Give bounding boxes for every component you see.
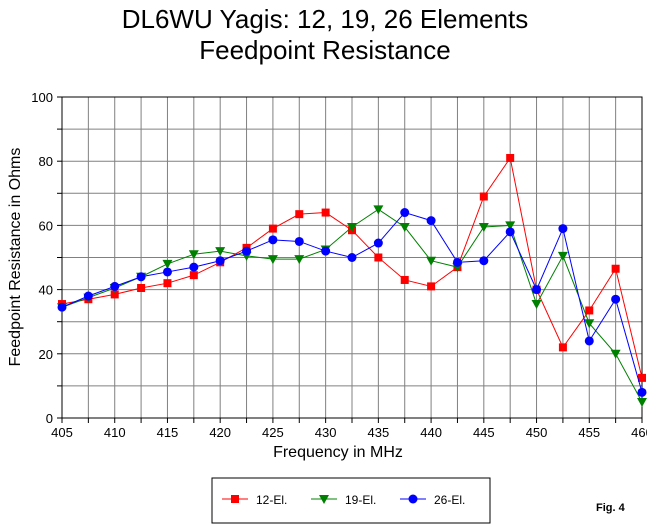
data-point-26-el <box>268 235 278 245</box>
series-26-el <box>57 208 647 397</box>
data-point-12-el <box>268 224 277 233</box>
legend-item-19-el: 19-El. <box>311 493 376 507</box>
data-point-19-el <box>426 256 437 266</box>
y-tick-label: 0 <box>46 411 53 426</box>
data-point-12-el <box>189 271 198 280</box>
data-point-19-el <box>347 223 357 233</box>
data-point-19-el <box>557 251 568 261</box>
data-point-19-el <box>373 205 384 215</box>
legend-marker <box>319 495 329 504</box>
y-axis-label: Feedpoint Resistance in Ohms <box>7 148 24 367</box>
data-point-26-el <box>57 302 67 312</box>
data-point-12-el <box>558 343 567 352</box>
data-point-26-el <box>321 246 331 256</box>
data-point-26-el <box>611 294 621 304</box>
x-tick-label: 460 <box>631 425 647 440</box>
x-tick-labels: 405 410 415 420 425 430 435 440 445 450 455 460 <box>51 425 647 440</box>
x-tick-label: 430 <box>315 425 337 440</box>
data-point-19-el <box>478 223 489 233</box>
x-tick-label: 455 <box>578 425 600 440</box>
data-point-26-el <box>426 216 436 226</box>
data-point-19-el <box>637 397 647 407</box>
data-point-26-el <box>479 256 489 266</box>
data-point-12-el <box>585 306 594 315</box>
data-point-19-el <box>294 255 305 265</box>
legend-box <box>211 477 491 524</box>
data-point-12-el <box>374 253 383 262</box>
x-tick-label: 410 <box>104 425 126 440</box>
data-point-12-el <box>321 208 330 217</box>
x-tick-label: 450 <box>526 425 548 440</box>
data-point-12-el <box>479 192 488 201</box>
data-point-19-el <box>267 255 278 265</box>
data-point-12-el <box>137 283 146 292</box>
y-tick-label: 100 <box>31 90 53 105</box>
data-point-26-el <box>452 257 462 267</box>
data-point-12-el <box>110 290 119 299</box>
figure-label: Fig. 4 <box>596 502 626 514</box>
data-point-26-el <box>584 336 594 346</box>
legend-marker <box>231 495 239 503</box>
data-point-26-el <box>189 262 199 272</box>
data-point-19-el <box>162 259 173 269</box>
legend-item-26-el: 26-El. <box>400 493 465 507</box>
data-point-26-el <box>242 246 252 256</box>
series-layer <box>57 153 647 407</box>
y-tick-label: 60 <box>39 218 53 233</box>
legend-item-12-el: 12-El. <box>222 493 287 507</box>
data-point-26-el <box>505 227 515 237</box>
chart-title-line1: DL6WU Yagis: 12, 19, 26 Elements <box>122 4 529 34</box>
data-point-19-el <box>584 319 595 329</box>
data-point-12-el <box>611 264 620 273</box>
x-tick-label: 405 <box>51 425 73 440</box>
data-point-12-el <box>295 210 304 219</box>
y-tick-label: 40 <box>39 283 53 298</box>
data-point-26-el <box>215 256 225 266</box>
y-tick-label: 80 <box>39 154 53 169</box>
x-tick-label: 440 <box>420 425 442 440</box>
legend: 12-El. 19-El. 26-El. <box>211 477 491 524</box>
data-point-12-el <box>400 275 409 284</box>
data-point-12-el <box>506 153 515 162</box>
data-point-26-el <box>110 281 120 291</box>
x-tick-label: 445 <box>473 425 495 440</box>
data-point-19-el <box>531 300 542 310</box>
x-tick-label: 420 <box>209 425 231 440</box>
legend-label: 19-El. <box>345 493 376 507</box>
x-tick-label: 425 <box>262 425 284 440</box>
data-point-19-el <box>505 221 516 231</box>
data-point-26-el <box>558 224 568 234</box>
data-point-26-el <box>347 253 357 262</box>
data-point-26-el <box>373 238 383 248</box>
y-tick-label: 20 <box>39 347 53 362</box>
data-point-19-el <box>215 247 226 257</box>
tick-marks <box>57 96 643 423</box>
data-point-12-el <box>638 373 646 382</box>
data-point-19-el <box>610 349 621 359</box>
data-point-26-el <box>637 387 647 397</box>
x-axis-label: Frequency in MHz <box>273 444 403 461</box>
data-point-12-el <box>163 279 172 288</box>
data-point-12-el <box>427 282 436 291</box>
data-point-19-el <box>399 223 410 233</box>
y-tick-labels: 0 20 40 60 80 100 <box>31 90 53 426</box>
legend-label: 26-El. <box>434 493 465 507</box>
data-point-26-el <box>162 267 172 277</box>
data-point-26-el <box>136 272 146 282</box>
legend-marker <box>408 494 418 504</box>
data-point-26-el <box>83 291 93 301</box>
data-point-19-el <box>188 250 199 260</box>
chart-title-line2: Feedpoint Resistance <box>199 35 450 65</box>
legend-label: 12-El. <box>256 493 287 507</box>
data-point-26-el <box>294 236 304 246</box>
data-point-26-el <box>532 285 542 295</box>
x-tick-label: 435 <box>368 425 390 440</box>
data-point-26-el <box>400 208 410 218</box>
x-tick-label: 415 <box>157 425 179 440</box>
